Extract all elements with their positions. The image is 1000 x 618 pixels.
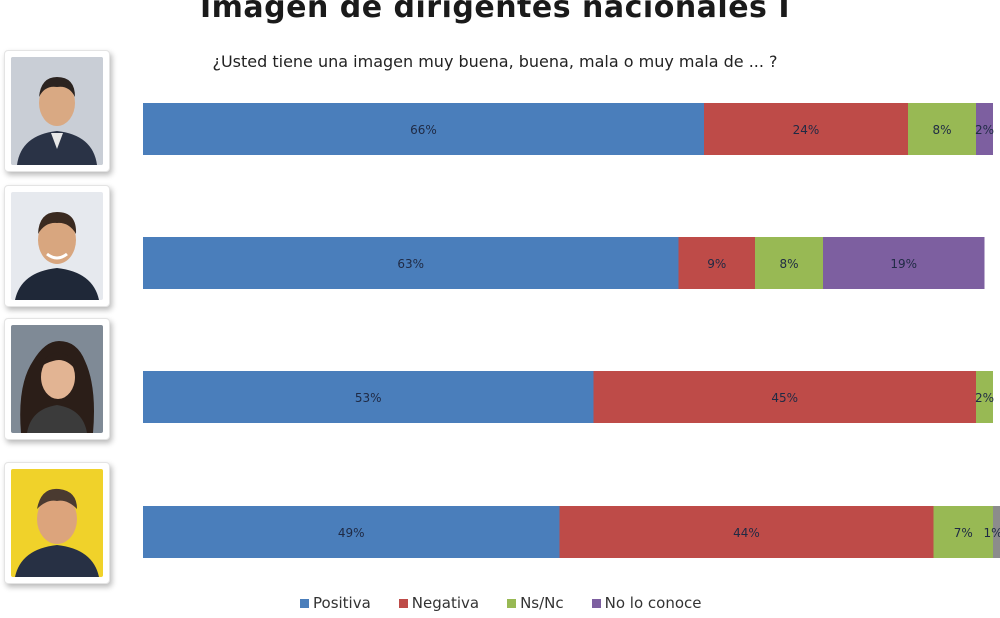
bar-ns-nc-row-1 xyxy=(908,103,976,155)
leader-photo-3 xyxy=(4,318,110,440)
chart-title: Imagen de dirigentes nacionales I xyxy=(199,0,791,25)
legend-swatch-nsnc xyxy=(507,598,517,608)
bar-ns-nc-row-3 xyxy=(976,371,993,423)
person-photo-icon xyxy=(11,469,103,577)
bar-positiva-row-4 xyxy=(143,506,560,558)
legend-label-positiva: Positiva xyxy=(313,594,371,612)
legend-item-negativa: Negativa xyxy=(398,594,480,612)
data-label-ns-nc-row-4: 7% xyxy=(954,526,973,540)
bar-negativa-row-2 xyxy=(678,237,755,289)
data-label-extra-row-4: 1% xyxy=(983,526,1000,540)
data-label-positiva-row-3: 53% xyxy=(355,391,382,405)
data-label-negativa-row-1: 24% xyxy=(793,123,820,137)
data-label-ns-nc-row-2: 8% xyxy=(779,257,798,271)
bar-no-lo-conoce-row-1 xyxy=(976,103,993,155)
data-label-positiva-row-1: 66% xyxy=(410,123,437,137)
leader-photo-2 xyxy=(4,185,110,307)
legend-swatch-positiva xyxy=(300,598,309,608)
bar-ns-nc-row-4 xyxy=(933,506,993,558)
data-label-no-lo-conoce-row-2: 19% xyxy=(890,257,917,271)
legend-swatch-no-lo-conoce xyxy=(591,598,601,608)
legend-swatch-negativa xyxy=(398,598,408,608)
leader-photo-1 xyxy=(4,50,110,172)
legend-label-no-lo-conoce: No lo conoce xyxy=(604,594,702,612)
chart-subtitle: ¿Usted tiene una imagen muy buena, buena… xyxy=(212,52,778,71)
data-label-no-lo-conoce-row-1: 2% xyxy=(975,123,994,137)
data-label-ns-nc-row-1: 8% xyxy=(932,123,951,137)
legend-item-no-lo-conoce: No lo conoce xyxy=(591,594,702,612)
person-photo-icon xyxy=(11,325,103,433)
legend-label-negativa: Negativa xyxy=(411,594,480,612)
person-photo-icon xyxy=(11,57,103,165)
bar-ns-nc-row-2 xyxy=(755,237,823,289)
data-label-negativa-row-3: 45% xyxy=(771,391,798,405)
chart-legend: Positiva Negativa Ns/Nc No lo conoce xyxy=(300,592,800,614)
bar-positiva-row-1 xyxy=(143,103,704,155)
leader-photo-4 xyxy=(4,462,110,584)
data-label-negativa-row-2: 9% xyxy=(707,257,726,271)
bar-negativa-row-3 xyxy=(593,371,976,423)
data-label-positiva-row-4: 49% xyxy=(338,526,365,540)
person-photo-icon xyxy=(11,192,103,300)
leader-photos xyxy=(0,0,130,618)
bar-extra-row-4 xyxy=(993,506,1000,558)
legend-label-nsnc: Ns/Nc xyxy=(520,594,564,612)
data-label-positiva-row-2: 63% xyxy=(397,257,424,271)
bar-no-lo-conoce-row-2 xyxy=(823,237,985,289)
bar-negativa-row-1 xyxy=(704,103,908,155)
legend-item-positiva: Positiva xyxy=(300,594,371,612)
bar-positiva-row-3 xyxy=(143,371,594,423)
bar-negativa-row-4 xyxy=(559,506,934,558)
bar-positiva-row-2 xyxy=(143,237,679,289)
legend-item-nsnc: Ns/Nc xyxy=(507,594,564,612)
data-label-negativa-row-4: 44% xyxy=(733,526,760,540)
data-label-ns-nc-row-3: 2% xyxy=(975,391,994,405)
